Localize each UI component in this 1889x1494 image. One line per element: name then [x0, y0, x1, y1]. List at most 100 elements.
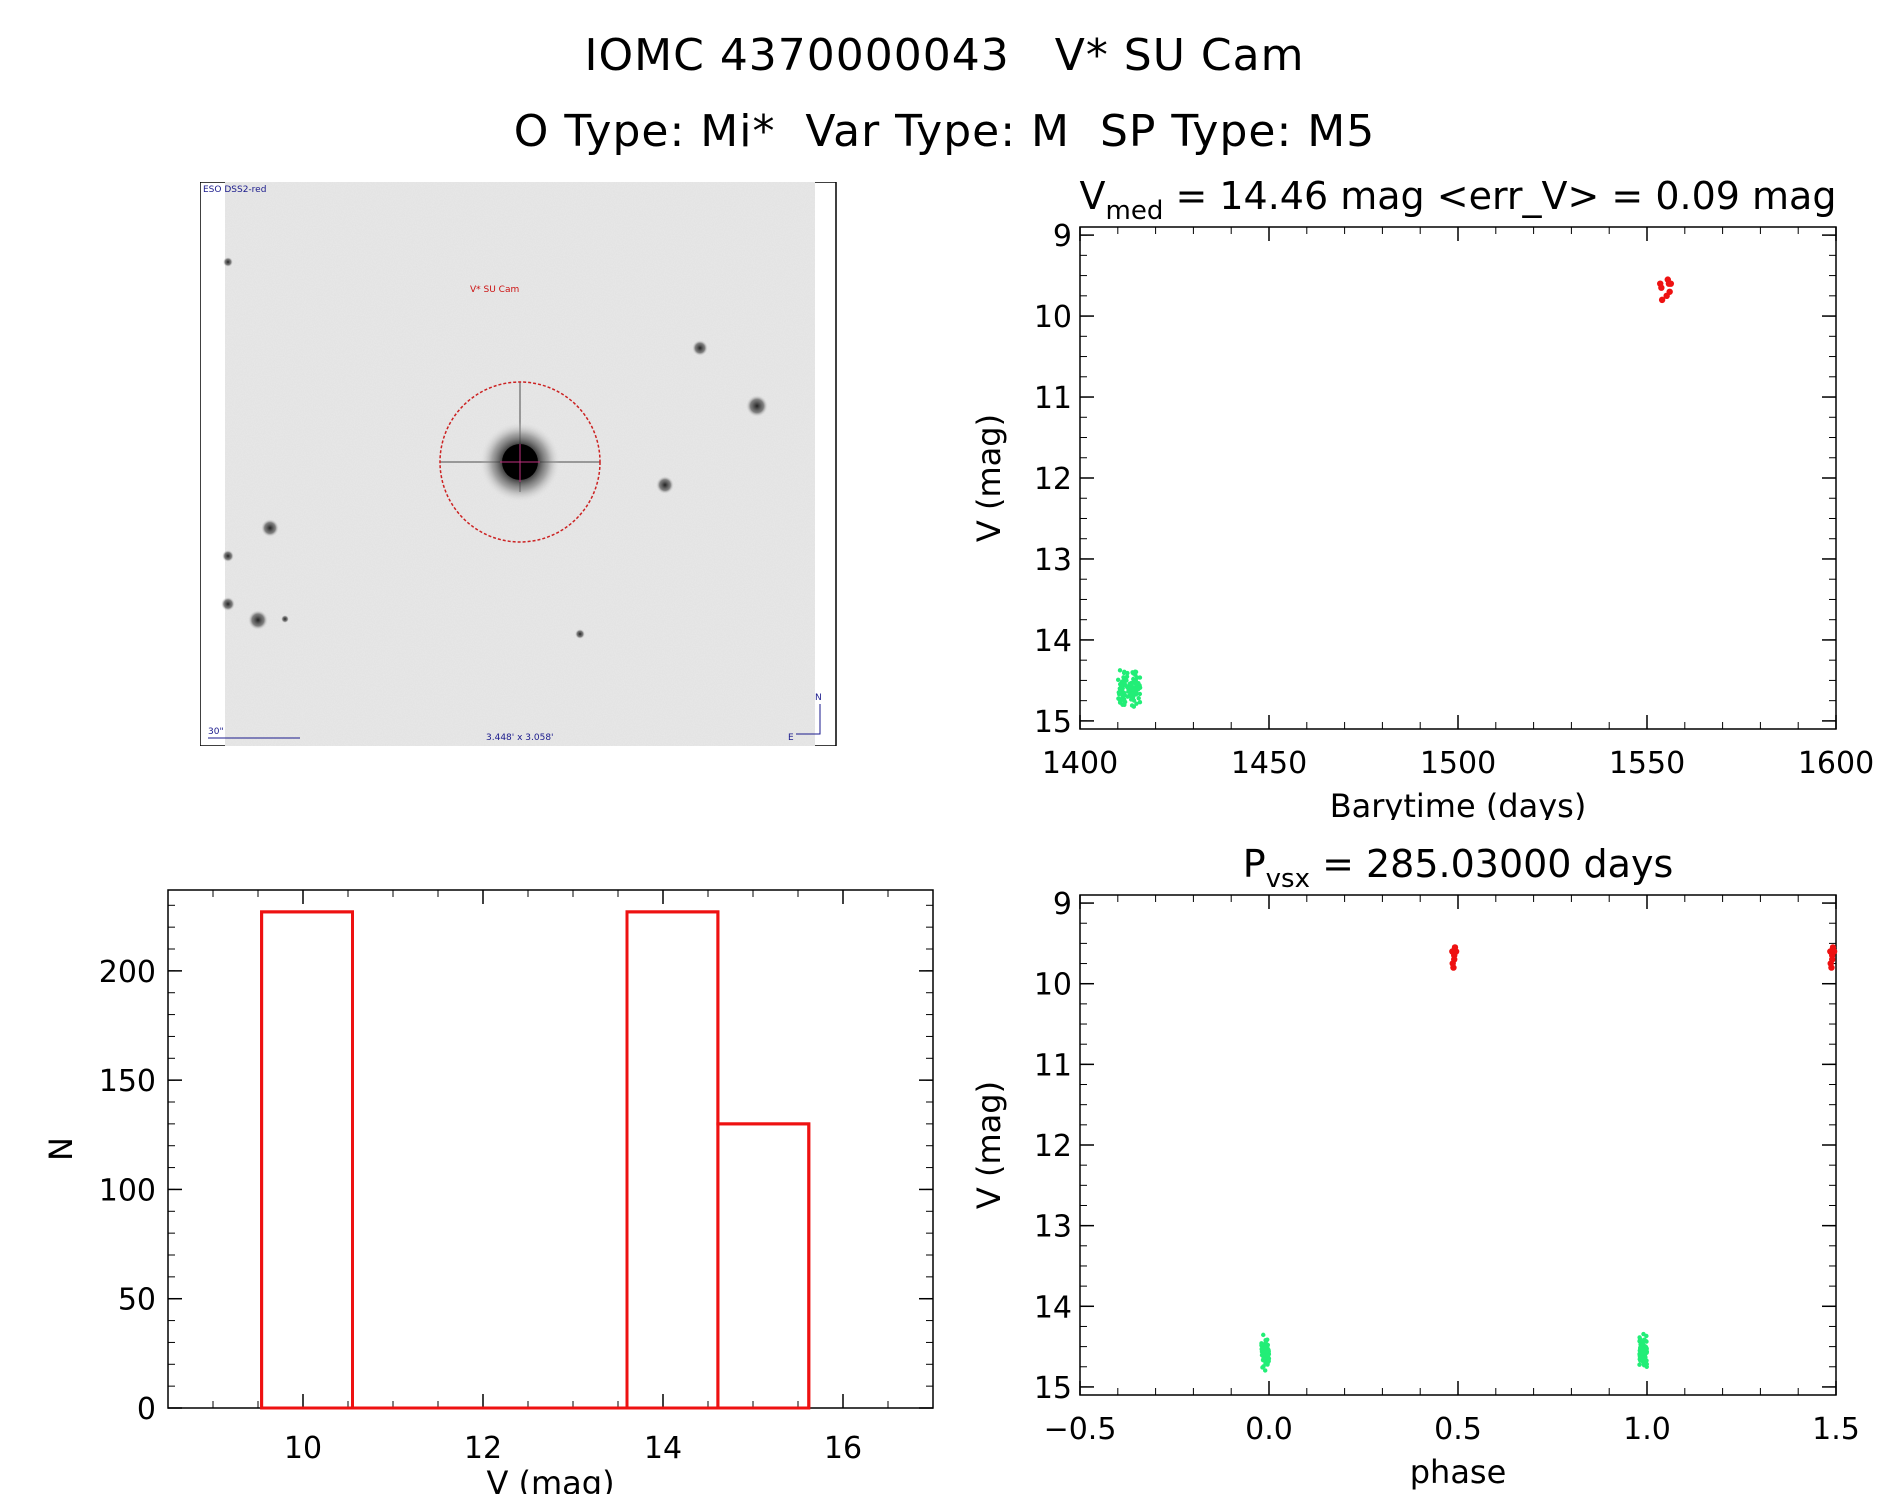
- lightcurve-point: [1137, 691, 1143, 697]
- lightcurve-frame: [1079, 226, 1837, 730]
- histogram-ytick-label: 0: [137, 1392, 156, 1427]
- lightcurve-point: [1127, 685, 1133, 691]
- phased-title: Pvsx = 285.03000 days: [1243, 842, 1674, 894]
- phased-frame: [1079, 894, 1837, 1396]
- phased-point: [1637, 1362, 1642, 1367]
- lightcurve-xtick-label: 1450: [1231, 746, 1307, 781]
- lightcurve-title-text: Vmed = 14.46 mag <err_V> = 0.09 mag: [1080, 174, 1837, 226]
- phased-point: [1261, 1332, 1266, 1338]
- scale-label: 30": [208, 727, 224, 737]
- phased-ytick-label: 10: [1034, 968, 1072, 1003]
- phased-xtick-label: 1.0: [1623, 1412, 1671, 1447]
- lightcurve-point: [1116, 696, 1121, 701]
- lightcurve-point: [1134, 701, 1139, 706]
- histogram-bar: [716, 1122, 811, 1410]
- phased-point: [1639, 1355, 1645, 1360]
- phased-point: [1830, 948, 1838, 955]
- lightcurve-xtick-label: 1500: [1420, 746, 1496, 781]
- lightcurve-point: [1658, 284, 1665, 291]
- chart-title-line1: IOMC 4370000043 V* SU Cam: [584, 30, 1305, 81]
- phased-point: [1639, 1351, 1644, 1356]
- lightcurve-ytick-label: 11: [1034, 381, 1072, 416]
- lightcurve-point: [1133, 669, 1139, 675]
- histogram-ytick-label: 200: [99, 955, 156, 990]
- phased-point: [1259, 1346, 1265, 1351]
- phased-xtick-label: 0.0: [1245, 1412, 1293, 1447]
- lightcurve-point: [1136, 695, 1141, 701]
- chart-title-line2: O Type: Mi* Var Type: M SP Type: M5: [513, 106, 1376, 157]
- lightcurve-title: Vmed = 14.46 mag <err_V> = 0.09 mag: [1080, 174, 1837, 226]
- histogram-frame: [167, 889, 934, 1409]
- histogram-ytick-label: 100: [99, 1173, 156, 1208]
- lightcurve-points: [1115, 276, 1675, 709]
- phased-point: [1640, 1338, 1646, 1343]
- lightcurve-ytick-label: 10: [1034, 300, 1072, 335]
- lightcurve-point: [1115, 677, 1121, 683]
- phased-chart: Pvsx = 285.03000 days −0.5 0.0 0.5 1.0 1.5 9 1…: [970, 842, 1860, 1491]
- phased-ytick-label: 13: [1034, 1210, 1072, 1245]
- histogram-ytick-label: 50: [118, 1283, 156, 1318]
- phased-ytick-label: 12: [1034, 1129, 1072, 1164]
- lightcurve-point: [1137, 700, 1143, 705]
- histogram-xtick-label: 14: [644, 1431, 682, 1466]
- lightcurve-point: [1129, 703, 1135, 708]
- sky-image-panel: ESO DSS2-red V* SU Cam 30" 3.448' x 3.05…: [200, 182, 837, 746]
- object-label: V* SU Cam: [470, 285, 519, 295]
- histogram-bar: [625, 910, 720, 1410]
- lightcurve-point: [1117, 700, 1123, 705]
- phased-title-text: Pvsx = 285.03000 days: [1243, 842, 1674, 894]
- lightcurve-point: [1117, 692, 1122, 697]
- lightcurve-point: [1121, 670, 1127, 676]
- lightcurve-ytick-label: 13: [1034, 543, 1072, 578]
- lightcurve-point: [1667, 280, 1675, 287]
- lightcurve-point: [1122, 699, 1128, 705]
- histogram-ytick-label: 150: [99, 1064, 156, 1099]
- fov-label: 3.448' x 3.058': [486, 733, 554, 743]
- phased-point: [1265, 1360, 1271, 1365]
- histogram-ylabel: N: [42, 1137, 80, 1161]
- compass: [796, 704, 821, 735]
- phased-point: [1260, 1357, 1266, 1363]
- lightcurve-point: [1663, 292, 1670, 300]
- north-label: N: [815, 693, 822, 703]
- phased-point: [1260, 1365, 1265, 1370]
- phased-ytick-label: 11: [1034, 1048, 1072, 1083]
- lightcurve-point: [1122, 679, 1127, 685]
- phased-xtick-label: −0.5: [1044, 1412, 1117, 1447]
- phased-point: [1644, 1361, 1649, 1367]
- lightcurve-ytick-label: 12: [1034, 462, 1072, 497]
- phased-point: [1449, 960, 1456, 967]
- lightcurve-point: [1133, 689, 1139, 695]
- histogram-bar: [260, 910, 355, 1410]
- phased-point: [1265, 1353, 1271, 1358]
- phased-point: [1265, 1337, 1270, 1342]
- phased-point: [1644, 1333, 1649, 1339]
- lightcurve-point: [1658, 296, 1666, 304]
- histogram-outline: [260, 910, 811, 1410]
- phased-xtick-label: 0.5: [1434, 1412, 1482, 1447]
- lightcurve-point: [1137, 683, 1142, 688]
- lightcurve-point: [1127, 693, 1132, 698]
- lightcurve-point: [1117, 668, 1123, 673]
- phased-point: [1640, 1341, 1645, 1347]
- east-label: E: [788, 733, 794, 743]
- phased-point: [1827, 960, 1834, 967]
- phased-point: [1262, 1346, 1268, 1351]
- phased-ylabel: V (mag): [970, 1081, 1008, 1209]
- histogram-xtick-label: 10: [284, 1431, 322, 1466]
- phased-point: [1644, 1346, 1649, 1351]
- lightcurve-xtick-label: 1600: [1798, 746, 1874, 781]
- phased-axes: −0.5 0.0 0.5 1.0 1.5 9 10 11 12 13 14 15: [1034, 887, 1860, 1447]
- histogram-bars: [260, 910, 811, 1410]
- lightcurve-ylabel: V (mag): [970, 414, 1008, 542]
- lightcurve-point: [1120, 697, 1125, 702]
- phased-xlabel: phase: [1410, 1453, 1507, 1491]
- histogram-xtick-label: 16: [824, 1431, 862, 1466]
- lightcurve-point: [1131, 698, 1137, 703]
- target-circle: [439, 381, 601, 543]
- lightcurve-xtick-label: 1550: [1609, 746, 1685, 781]
- phased-ytick-label: 14: [1034, 1290, 1072, 1325]
- phased-points: [1259, 944, 1838, 1373]
- lightcurve-chart: Vmed = 14.46 mag <err_V> = 0.09 mag 1400…: [970, 174, 1874, 820]
- lightcurve-ytick-label: 9: [1053, 219, 1072, 254]
